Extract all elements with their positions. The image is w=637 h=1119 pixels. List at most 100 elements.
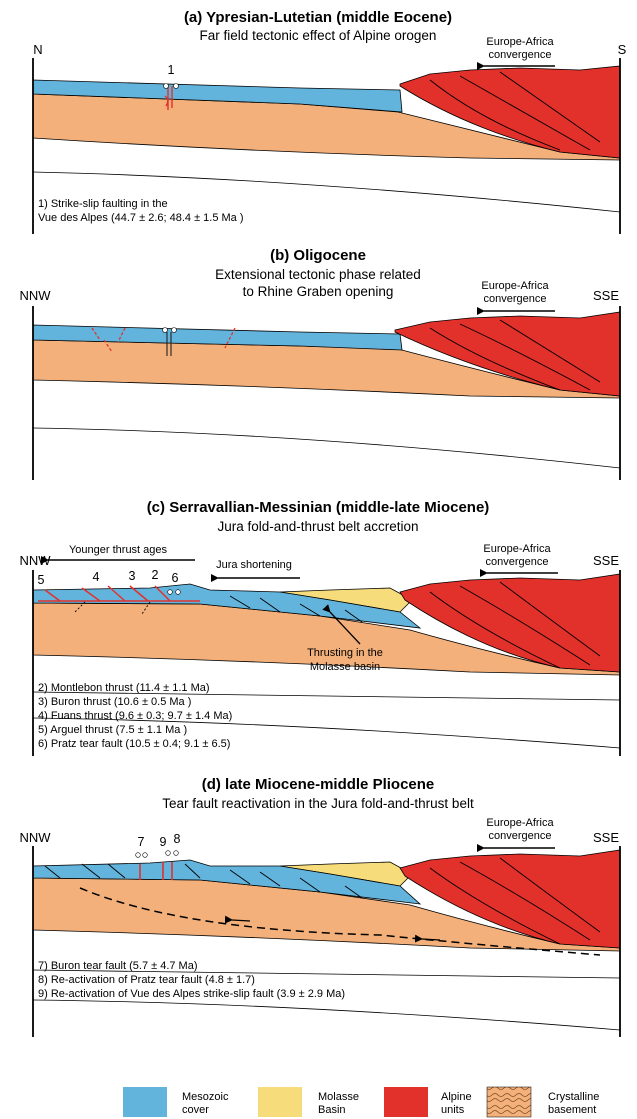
panel-a-right-label: S [618, 42, 627, 57]
panel-b-strike-slip-symbol [171, 327, 177, 333]
panel-d-convergence-line2: convergence [489, 830, 552, 842]
panel-c-note-4: 4) Fuans thrust (9.6 ± 0.3; 9.7 ± 1.4 Ma… [38, 710, 232, 722]
panel-d-convergence-line1: Europe-Africa [486, 817, 554, 829]
panel-c-line-1 [32, 691, 621, 701]
legend: Mesozoic cover Molasse Basin Alpine unit… [123, 1086, 599, 1118]
panel-b-basement [32, 339, 621, 399]
panel-b-right-label: SSE [593, 288, 619, 303]
panel-c-marker-6: 6 [172, 571, 179, 585]
panel-d-fault-symbol [165, 850, 171, 856]
panel-b-line-2 [32, 427, 621, 469]
panel-c-younger-label: Younger thrust ages [69, 544, 168, 556]
panel-d-line-2 [32, 999, 621, 1031]
panel-d-tear-faults [139, 862, 173, 880]
panel-c-convergence-line2: convergence [486, 556, 549, 568]
panel-d-subtitle: Tear fault reactivation in the Jura fold… [162, 796, 474, 811]
panel-d-note-7: 7) Buron tear fault (5.7 ± 4.7 Ma) [38, 960, 198, 972]
panel-b-left-label: NNW [19, 288, 51, 303]
panel-d-fault-symbol [173, 850, 179, 856]
panel-a-alpine-wedge [399, 65, 621, 159]
panel-a-title: (a) Ypresian-Lutetian (middle Eocene) [184, 9, 452, 26]
panel-b-title: (b) Oligocene [270, 247, 366, 264]
legend-swatch-mesozoic [123, 1087, 167, 1117]
legend-label-alpine-1: Alpine [441, 1091, 472, 1103]
panel-b-convergence-line1: Europe-Africa [481, 280, 549, 292]
panel-d-note-8: 8) Re-activation of Pratz tear fault (4.… [38, 974, 255, 986]
panel-a-note-line1: 1) Strike-slip faulting in the [38, 198, 168, 210]
panel-c-alpine-wedge [399, 573, 621, 673]
panel-a-strike-slip-symbol [173, 83, 179, 89]
panel-a-convergence-line1: Europe-Africa [486, 36, 554, 48]
panel-b-alpine-wedge [394, 311, 621, 397]
panel-c-marker-2: 2 [152, 568, 159, 582]
panel-a-convergence-line2: convergence [489, 49, 552, 61]
legend-label-mesozoic-2: cover [182, 1104, 209, 1116]
panel-d-marker-7: 7 [138, 835, 145, 849]
panel-a-note-line2: Vue des Alpes (44.7 ± 2.6; 48.4 ± 1.5 Ma… [38, 212, 244, 224]
panel-b-convergence-line2: convergence [484, 293, 547, 305]
panel-b-subtitle-line1: Extensional tectonic phase related [215, 267, 421, 282]
panel-c-line-2 [32, 717, 621, 749]
panel-a-marker-1: 1 [168, 63, 175, 77]
panel-d-detachment-arrow [224, 915, 251, 924]
legend-label-mesozoic-1: Mesozoic [182, 1091, 229, 1103]
legend-label-crystalline-2: basement [548, 1104, 596, 1116]
panel-a-basement [32, 93, 621, 161]
panel-c-molasse-thrusts [229, 595, 363, 623]
panel-c-convergence-line1: Europe-Africa [483, 543, 551, 555]
legend-swatch-alpine [384, 1087, 428, 1117]
panel-a: (a) Ypresian-Lutetian (middle Eocene) Fa… [32, 9, 627, 234]
panel-b-alpine-thrusts [429, 319, 601, 391]
panel-d-line-1 [32, 969, 621, 979]
legend-label-crystalline-1: Crystalline [548, 1091, 599, 1103]
panel-c-marker-5: 5 [38, 573, 45, 587]
panel-a-lower-line [32, 171, 621, 213]
panel-b-normal-fault [117, 327, 126, 343]
panel-b-normal-fault [91, 327, 113, 353]
legend-label-molasse-1: Molasse [318, 1091, 359, 1103]
panel-d-fault-symbol [142, 852, 148, 858]
panel-d-jura-thrusts [44, 863, 363, 899]
panel-d-title: (d) late Miocene-middle Pliocene [202, 776, 435, 793]
panel-b: (b) Oligocene Extensional tectonic phase… [19, 247, 621, 480]
panel-d-marker-8: 8 [174, 832, 181, 846]
panel-c-blind-faults [74, 601, 151, 615]
panel-c-note-3: 3) Buron thrust (10.6 ± 0.5 Ma ) [38, 696, 191, 708]
panel-d-alpine-wedge [399, 849, 621, 949]
panel-c-basement [32, 602, 621, 676]
panel-c-note-2: 2) Montlebon thrust (11.4 ± 1.1 Ma) [38, 682, 210, 694]
panel-d-detachment-arrow [414, 934, 441, 943]
panel-c-note-6: 6) Pratz tear fault (10.5 ± 0.4; 9.1 ± 6… [38, 738, 230, 750]
panel-b-subtitle-line2: to Rhine Graben opening [243, 284, 394, 299]
panel-d-marker-9: 9 [160, 835, 167, 849]
legend-label-molasse-2: Basin [318, 1104, 346, 1116]
panel-c: (c) Serravallian-Messinian (middle-late … [19, 499, 621, 756]
panel-b-normal-fault [224, 327, 236, 349]
panel-a-alpine-thrusts [429, 71, 601, 151]
panel-c-molasse-label-line1: Thrusting in the [307, 647, 383, 659]
panel-d-detachment [79, 887, 601, 956]
panel-d-alpine-thrusts [429, 857, 601, 945]
panel-b-strike-slip-symbol [162, 327, 168, 333]
legend-swatch-crystalline [486, 1086, 532, 1118]
panel-a-strike-slip-fault [164, 86, 173, 110]
legend-swatch-molasse [258, 1087, 302, 1117]
panel-c-shortening-label: Jura shortening [216, 559, 292, 571]
panel-d-note-9: 9) Re-activation of Vue des Alpes strike… [38, 988, 345, 1000]
panel-d-left-label: NNW [19, 830, 51, 845]
panel-c-tear-fault-symbol [175, 589, 181, 595]
panel-c-right-label: SSE [593, 553, 619, 568]
panel-c-molasse-arrow [322, 604, 361, 645]
panel-c-subtitle: Jura fold-and-thrust belt accretion [217, 519, 418, 534]
panel-c-title: (c) Serravallian-Messinian (middle-late … [147, 499, 490, 516]
panel-b-strike-slip-fault [166, 332, 172, 356]
panel-a-strike-slip-symbol [163, 83, 169, 89]
panel-c-tear-fault-symbol [167, 589, 173, 595]
panel-c-jura-thrusts [38, 585, 200, 602]
panel-c-note-5: 5) Arguel thrust (7.5 ± 1.1 Ma ) [38, 724, 187, 736]
panel-a-subtitle: Far field tectonic effect of Alpine orog… [200, 28, 437, 43]
panel-c-molasse-label-line2: Molasse basin [310, 661, 380, 673]
panel-c-left-label: NNW [19, 553, 51, 568]
panel-a-left-label: N [33, 42, 42, 57]
